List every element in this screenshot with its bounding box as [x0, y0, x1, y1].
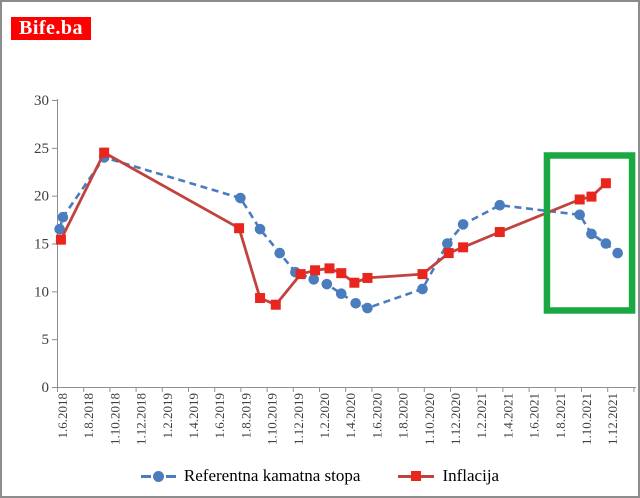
x-tick-label: 1.8.2021 [553, 393, 568, 439]
rate-line-swatch [140, 470, 176, 482]
x-tick-label: 1.10.2020 [422, 393, 437, 445]
x-tick-label: 1.12.2019 [291, 393, 306, 445]
circle-marker [274, 247, 286, 259]
circle-marker [442, 238, 453, 249]
circle-marker [417, 283, 428, 295]
x-tick-label: 1.8.2018 [81, 393, 96, 439]
square-marker [295, 269, 306, 280]
legend-label-inflation: Inflacija [442, 466, 500, 485]
series-rate [54, 152, 623, 314]
circle-marker [350, 297, 361, 309]
series-line [59, 151, 607, 307]
series-line [58, 156, 619, 310]
x-tick-label: 1.6.2021 [527, 393, 542, 439]
x-tick-label: 1.12.2021 [605, 393, 620, 445]
circle-marker [457, 219, 469, 230]
circle-marker [321, 278, 333, 290]
square-marker [443, 248, 454, 259]
x-tick-label: 1.4.2021 [500, 393, 515, 439]
x-tick-label: 1.4.2020 [343, 393, 358, 439]
circle-marker [235, 192, 246, 204]
y-tick-label: 20 [34, 189, 49, 205]
inflation-line-swatch [398, 470, 435, 482]
x-tick-label: 1.8.2019 [238, 393, 253, 439]
square-marker [324, 263, 335, 274]
x-tick-label: 1.2.2020 [317, 393, 332, 439]
square-marker [336, 268, 347, 279]
square-marker [255, 293, 266, 304]
y-tick-label: 15 [34, 236, 49, 252]
y-axis-ticks: 0 5 10 15 20 25 30 [34, 93, 58, 396]
square-marker [362, 272, 373, 283]
circle-marker [574, 209, 585, 221]
x-tick-label: 1.2.2021 [474, 393, 489, 439]
x-tick-label: 1.6.2019 [212, 393, 227, 439]
y-tick-label: 25 [34, 141, 49, 157]
bife-logo: Bife.ba [11, 17, 92, 40]
x-tick-label: 1.8.2020 [396, 393, 411, 439]
y-tick-label: 0 [42, 380, 50, 396]
highlight-box [543, 152, 636, 314]
circle-marker [308, 274, 320, 285]
circle-marker [335, 288, 347, 300]
circle-marker-icon [152, 470, 164, 482]
x-tick-label: 1.2.2019 [160, 393, 175, 439]
square-marker [310, 265, 321, 276]
y-tick-label: 10 [34, 284, 49, 300]
x-tick-label: 1.6.2020 [369, 393, 384, 439]
y-tick-label: 30 [34, 93, 49, 109]
square-marker-icon [411, 470, 422, 481]
x-tick-label: 1.12.2018 [134, 393, 149, 445]
x-tick-label: 1.10.2021 [579, 393, 594, 445]
square-marker [600, 178, 611, 189]
dash-icon [165, 474, 176, 478]
circle-marker [254, 223, 266, 235]
legend-item-rate: Referentna kamatna stopa [140, 466, 361, 486]
x-tick-label: 1.4.2019 [186, 393, 201, 439]
square-marker [417, 269, 428, 280]
circle-marker [612, 247, 623, 259]
square-marker [586, 191, 597, 202]
series-inflation [55, 147, 611, 310]
circle-marker [600, 238, 612, 249]
square-marker [55, 234, 66, 245]
square-marker [270, 299, 281, 310]
square-marker [349, 277, 360, 288]
legend-item-inflation: Inflacija [398, 466, 499, 486]
square-marker [99, 147, 110, 158]
chart-legend: Referentna kamatna stopa Inflacija [2, 466, 638, 486]
x-tick-label: 1.12.2020 [448, 393, 463, 445]
square-marker [494, 227, 505, 238]
circle-marker [586, 228, 597, 240]
dash-icon [140, 474, 151, 478]
circle-marker [57, 211, 69, 223]
legend-label-rate: Referentna kamatna stopa [183, 466, 361, 485]
square-marker [458, 242, 469, 253]
y-tick-label: 5 [42, 332, 50, 348]
circle-marker [494, 199, 506, 211]
square-marker [234, 223, 245, 234]
x-axis-ticks: 1.6.2018 1.8.2018 1.10.2018 1.12.2018 1.2.20… [55, 387, 635, 445]
circle-marker [54, 223, 65, 235]
x-tick-label: 1.10.2018 [107, 393, 122, 445]
x-tick-label: 1.10.2019 [265, 393, 280, 445]
square-marker [574, 194, 585, 205]
x-tick-label: 1.6.2018 [55, 393, 70, 439]
circle-marker [362, 302, 373, 314]
